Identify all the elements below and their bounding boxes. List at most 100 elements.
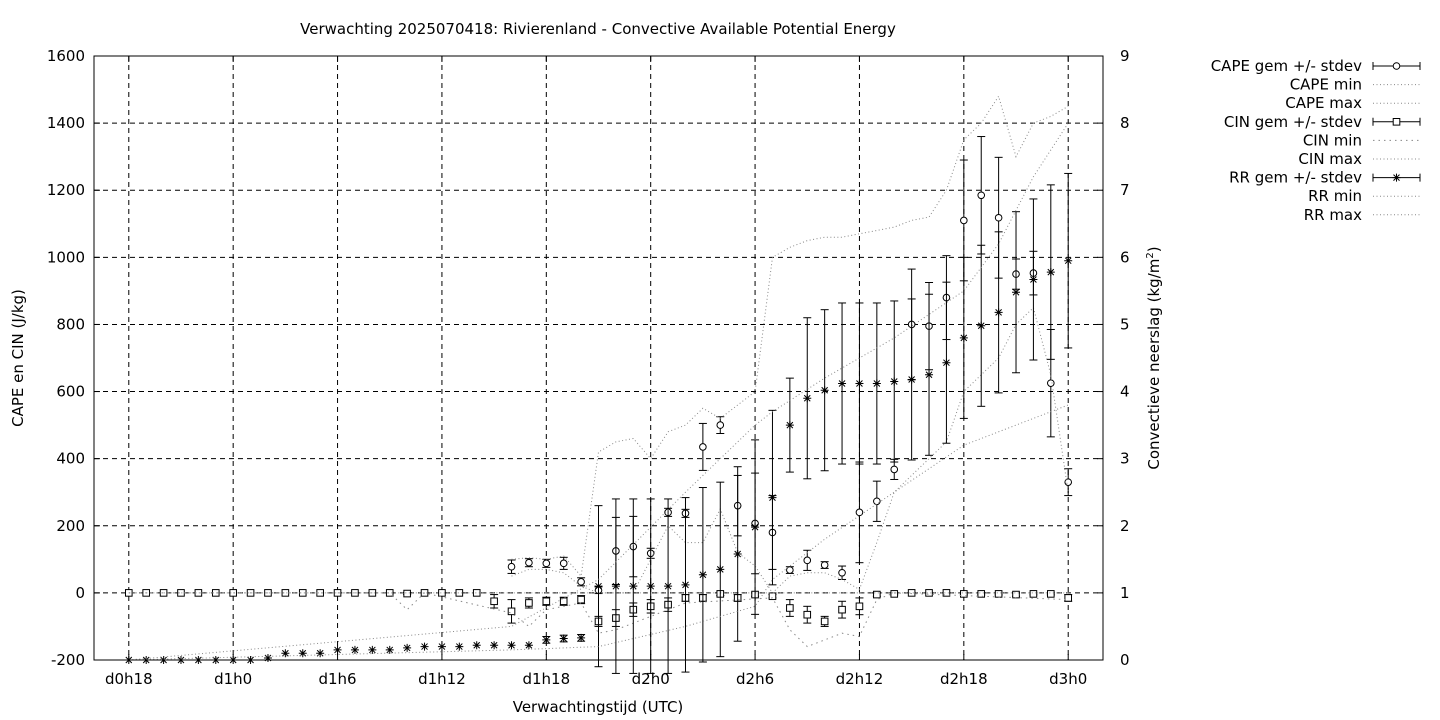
- y2-tick-label: 5: [1120, 315, 1130, 333]
- data-point: [698, 570, 707, 579]
- data-point: [646, 582, 655, 591]
- data-point: [385, 589, 394, 597]
- x-tick-label: d2h12: [836, 670, 884, 688]
- data-point: [907, 589, 916, 597]
- data-point: [472, 589, 481, 597]
- y2-tick-label: 3: [1120, 450, 1130, 468]
- y2-tick-label: 6: [1120, 248, 1130, 266]
- data-point: [333, 589, 342, 597]
- y-tick-label: 1200: [47, 181, 85, 199]
- data-point: [577, 633, 586, 642]
- data-point: [385, 645, 394, 654]
- y-tick-label: -200: [51, 651, 85, 669]
- data-point: [733, 549, 742, 558]
- data-point: [716, 421, 725, 429]
- data-point: [803, 556, 812, 565]
- y-tick-label: 400: [56, 450, 85, 468]
- data-point: [438, 589, 446, 597]
- y-tick-label: 1400: [47, 114, 85, 132]
- series-line: [128, 122, 1069, 661]
- data-point: [1047, 590, 1055, 598]
- data-point: [542, 559, 551, 568]
- data-point: [159, 589, 168, 597]
- data-point: [872, 379, 881, 388]
- x-tick-label: d1h12: [418, 670, 466, 688]
- series-line: [511, 306, 1069, 594]
- data-point: [472, 641, 481, 650]
- legend-label: CIN max: [1298, 150, 1362, 168]
- data-point: [542, 597, 551, 606]
- legend-label: CAPE min: [1290, 76, 1362, 94]
- data-point: [994, 590, 1003, 598]
- data-point: [890, 465, 899, 474]
- data-point: [786, 566, 794, 574]
- y-tick-label: 200: [56, 517, 85, 535]
- data-point: [594, 582, 603, 591]
- data-point: [751, 523, 760, 532]
- data-point: [577, 578, 585, 586]
- chart-title: Verwachting 2025070418: Rivierenland - C…: [300, 20, 896, 38]
- data-point: [873, 497, 881, 506]
- data-point: [524, 641, 533, 650]
- data-point: [977, 321, 986, 330]
- legend-label: CAPE gem +/- stdev: [1211, 57, 1362, 75]
- y-tick-label: 1000: [47, 248, 85, 266]
- data-point: [559, 559, 568, 568]
- data-point: [559, 597, 568, 606]
- axes: d0h18 d1h0 d1h6 d1h12 d1h18 d2h0 d2h6 d2h12 d2h1…: [47, 47, 1130, 688]
- data-point: [803, 394, 812, 403]
- x-tick-label: d1h18: [522, 670, 570, 688]
- plot-area: [124, 95, 1073, 674]
- data-point: [1064, 256, 1073, 265]
- data-point: [820, 561, 829, 569]
- data-point: [681, 580, 690, 589]
- data-point: [490, 597, 498, 606]
- y2-tick-label: 2: [1120, 517, 1130, 535]
- data-point: [786, 604, 794, 612]
- data-point: [942, 358, 951, 367]
- data-point: [525, 599, 533, 607]
- data-point: [525, 558, 533, 567]
- data-point: [838, 379, 847, 388]
- data-point: [263, 653, 272, 662]
- data-point: [403, 643, 412, 652]
- y2-tick-label: 1: [1120, 584, 1130, 602]
- legend-label: RR gem +/- stdev: [1229, 169, 1362, 187]
- data-point: [977, 191, 986, 200]
- data-point: [994, 308, 1003, 317]
- x-tick-label: d0h18: [105, 670, 153, 688]
- y2-tick-label: 0: [1120, 651, 1130, 669]
- data-point: [507, 607, 516, 616]
- legend-label: RR max: [1304, 206, 1362, 224]
- legend-label: CIN gem +/- stdev: [1224, 113, 1362, 131]
- x-tick-label: d2h6: [736, 670, 774, 688]
- data-point: [507, 641, 516, 650]
- y2-axis-label-main: Convectieve neerslag (kg/m: [1145, 259, 1163, 470]
- data-point: [368, 645, 377, 654]
- x-tick-label: d1h0: [214, 670, 252, 688]
- x-tick-label: d2h0: [632, 670, 670, 688]
- data-point: [890, 377, 899, 386]
- data-point: [1046, 268, 1055, 277]
- plot-frame: [93, 55, 1104, 661]
- data-point: [994, 213, 1003, 222]
- series-line: [128, 592, 1069, 648]
- x-axis-label: Verwachtingstijd (UTC): [513, 698, 684, 716]
- data-point: [507, 562, 516, 571]
- data-point: [855, 379, 864, 388]
- data-point: [907, 375, 916, 384]
- data-point: [1012, 288, 1021, 297]
- y-tick-label: 0: [75, 584, 85, 602]
- y-tick-label: 800: [56, 315, 85, 333]
- legend-marker: [1392, 173, 1401, 182]
- data-point: [455, 589, 464, 597]
- data-point: [768, 493, 777, 502]
- legend-label: CAPE max: [1285, 94, 1362, 112]
- x-tick-label: d1h6: [318, 670, 356, 688]
- data-point: [437, 642, 446, 651]
- data-point: [455, 642, 464, 651]
- data-point: [716, 565, 725, 574]
- data-point: [959, 333, 968, 342]
- y2-axis-label-sup: 2: [1145, 252, 1156, 258]
